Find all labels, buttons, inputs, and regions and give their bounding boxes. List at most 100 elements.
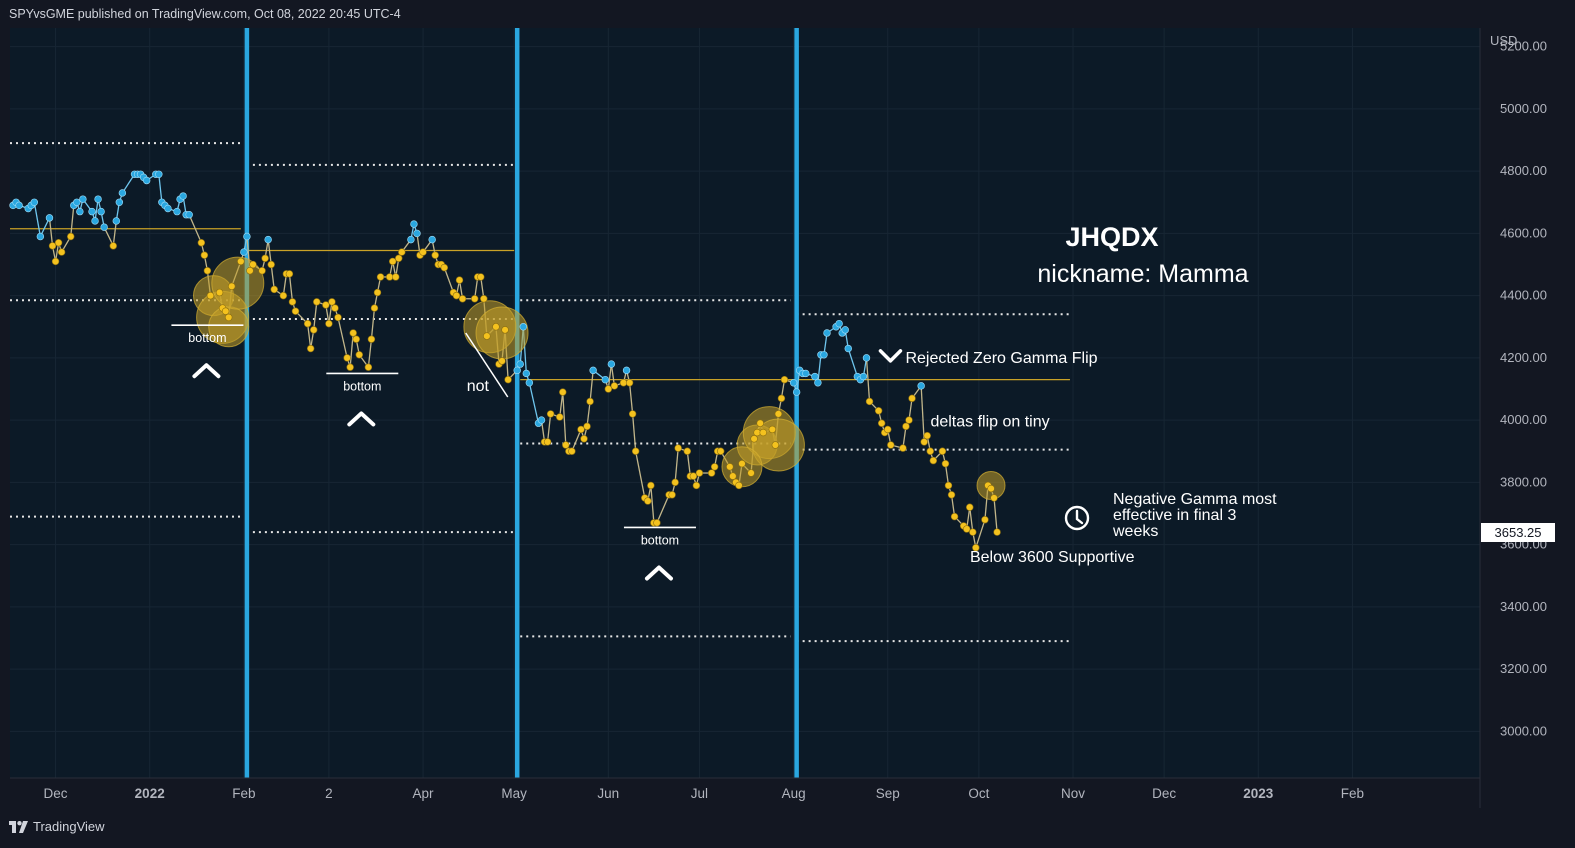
y-tick-label: 5200.00 [1500,39,1547,54]
x-tick-label: Dec [1152,786,1176,801]
price-point [707,469,716,477]
price-segment [337,317,348,359]
bottom-label: bottom [641,533,679,547]
price-point [887,441,895,449]
price-point [285,270,294,278]
price-segment [33,202,42,237]
price-segment [975,519,986,548]
price-point [823,329,831,337]
price-point [647,481,655,490]
y-axis[interactable]: 3000.003200.003400.003600.003800.004000.… [1500,39,1547,739]
price-point [57,248,66,256]
price-point [774,410,783,418]
x-tick-label: Feb [232,786,255,801]
price-point [109,242,117,250]
x-axis[interactable]: Dec 2022 Feb 2 Apr May Jun Jul Aug Sep Oct Nov Dec 20… [44,786,1365,801]
price-point [322,301,330,309]
price-point [164,204,172,213]
price-point [771,441,780,449]
price-segment [628,382,634,414]
price-point [492,323,500,331]
price-point [768,425,777,434]
footer-brand[interactable]: TradingView [9,819,105,834]
price-point [525,379,534,387]
price-point [395,254,403,262]
price-point [94,195,102,203]
y-tick-label: 4600.00 [1500,225,1547,240]
chevron-down-icon [878,349,903,363]
price-point [73,198,81,206]
price-point [905,416,913,424]
price-point [756,419,764,427]
bottom-label: bottom [188,331,226,345]
price-point [410,220,418,228]
y-tick-label: 4800.00 [1500,163,1547,178]
price-point [938,447,947,455]
price-point [562,441,570,449]
price-point [607,360,616,368]
price-point [279,291,288,300]
price-point [944,481,953,490]
chart-title: JHQDX [1065,222,1158,252]
price-series [9,170,1006,552]
price-point [859,372,868,381]
price-point [926,447,934,455]
price-point [874,407,883,415]
price-point [963,525,971,533]
x-tick-label: 2022 [135,786,165,801]
price-point [179,192,187,200]
price-point [261,254,269,262]
price-point [455,276,464,284]
price-point [683,447,691,455]
bottom-label: bottom [343,379,381,393]
price-segment [267,239,272,265]
y-tick-label: 4200.00 [1500,350,1547,365]
price-point [668,491,676,499]
x-tick-label: Aug [782,786,806,801]
price-point [413,229,421,238]
phase-lines [244,28,799,778]
price-point [972,544,980,552]
price-point [392,273,400,281]
price-point [717,447,725,455]
price-segment [288,273,294,302]
price-segment [443,267,455,293]
price-point [589,366,597,375]
price-point [346,363,354,371]
price-segment [920,385,925,442]
price-point [993,528,1001,536]
price-point [908,394,916,403]
price-segment [817,354,822,383]
price-point [88,207,96,216]
price-segment [112,220,117,246]
price-point [224,313,233,322]
price-point [364,363,373,371]
price-point [331,304,339,312]
price-point [303,319,312,328]
price-point [537,416,546,424]
x-tick-label: Dec [44,786,68,801]
last-price-badge [1481,523,1555,542]
up-arrow-icon [347,411,376,427]
price-segment [656,494,670,524]
price-point [477,273,485,281]
price-point [577,425,585,434]
price-point [264,235,272,244]
price-point [671,478,679,487]
price-point [586,397,594,406]
price-segment [635,451,646,499]
price-point [498,357,506,365]
price-point [519,323,527,331]
price-point [917,382,925,390]
price-point [814,379,822,387]
price-point [288,298,297,306]
price-point [644,497,652,505]
price-segment [865,357,871,402]
price-point [902,422,910,431]
price-point [516,360,524,368]
price-point [67,232,75,241]
y-tick-label: 3000.00 [1500,723,1547,738]
price-point [343,354,351,362]
price-point [407,235,415,244]
